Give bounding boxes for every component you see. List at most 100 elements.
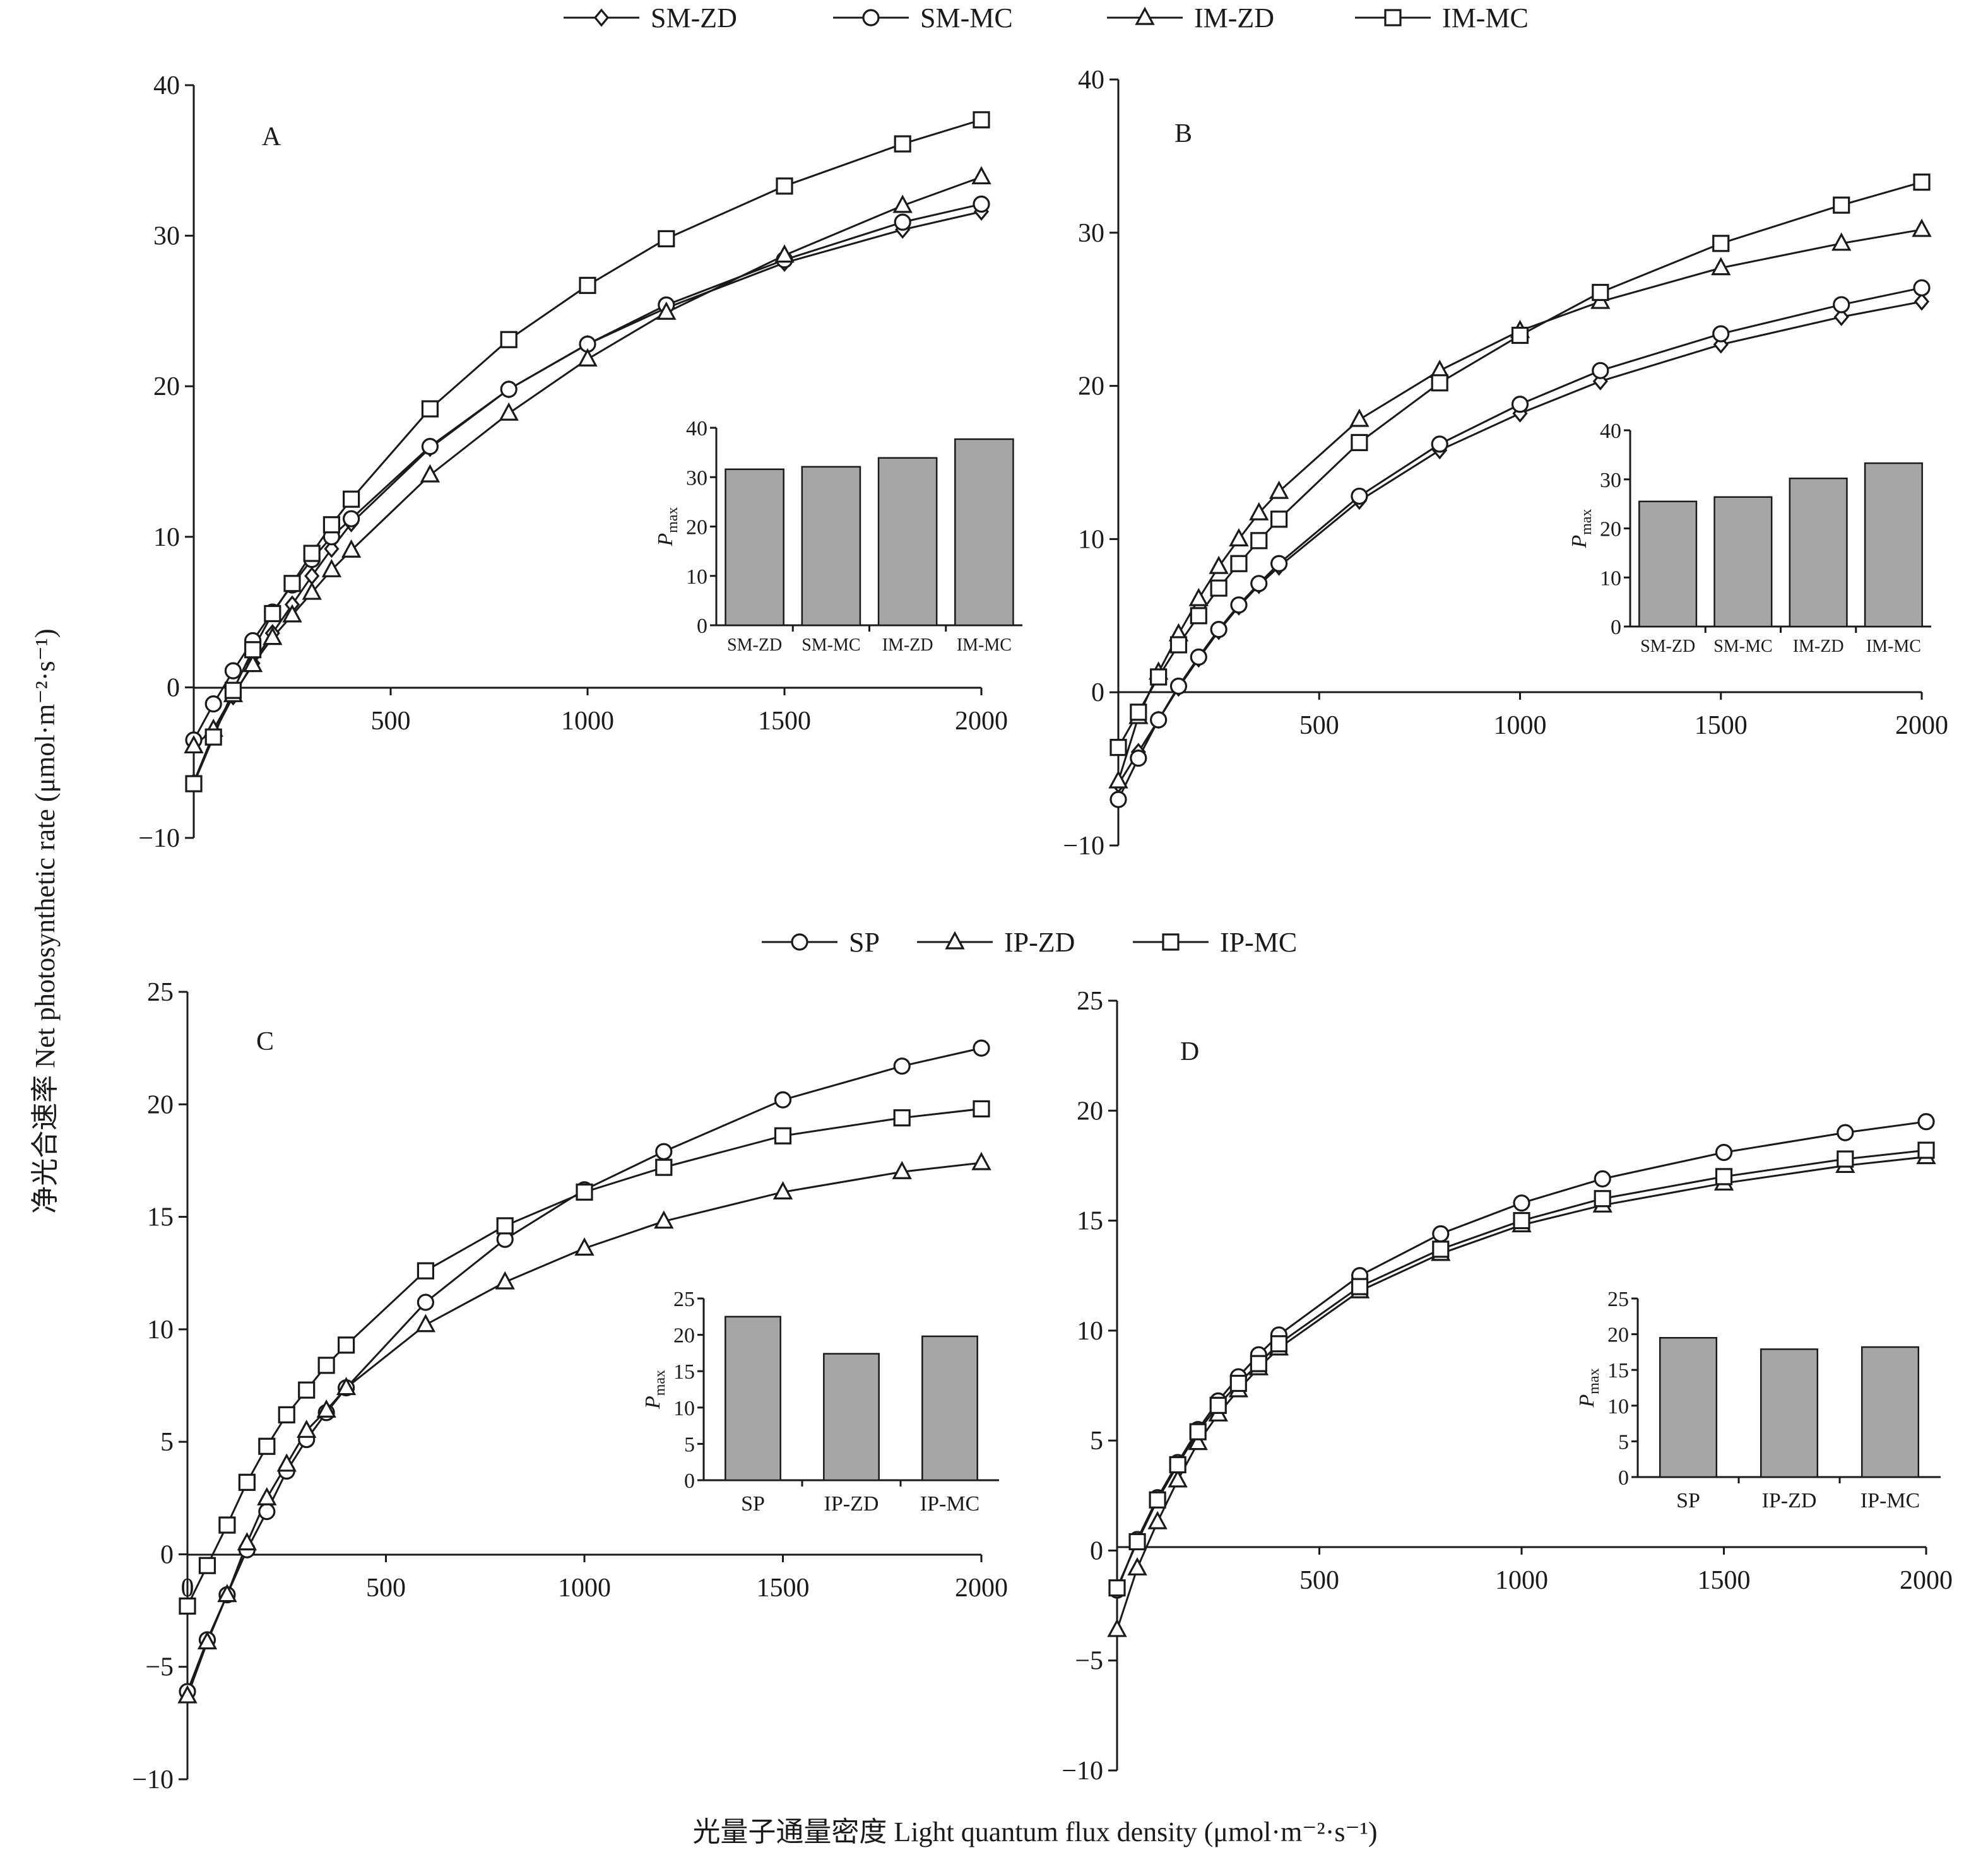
data-point-sp — [1837, 1124, 1854, 1141]
data-point-ip-mc — [317, 1357, 335, 1374]
y-tick-label: 30 — [153, 222, 180, 251]
data-point-im-zd — [656, 301, 677, 320]
data-point-ip-zd — [574, 1237, 595, 1256]
legend-marker — [791, 933, 808, 951]
inset-y-tick-label: 25 — [1607, 1288, 1629, 1311]
y-tick-label: 0 — [167, 673, 180, 702]
data-point-im-mc — [1712, 235, 1730, 252]
inset-y-tick-label: 15 — [673, 1360, 695, 1384]
y-tick-label: 15 — [1077, 1207, 1103, 1236]
data-point-ip-mc — [1108, 1579, 1126, 1597]
inset-y-tick-label: 0 — [1611, 616, 1621, 639]
inset-bar-sm-zd — [1638, 500, 1698, 628]
data-point-ip-mc — [1917, 1141, 1935, 1159]
series-line-im-zd — [193, 176, 982, 747]
panel-a: −10 0 10 20 30 40 500 1000 1500 2000 A 0 10 20 30 40 SM-… — [138, 71, 1022, 853]
data-point-ip-mc — [1513, 1211, 1530, 1230]
inset-category-label: IM-ZD — [1793, 637, 1844, 656]
inset-bar-im-zd — [877, 457, 938, 627]
x-tick-label: 500 — [366, 1574, 406, 1603]
inset-category-label: IM-MC — [957, 635, 1012, 655]
data-point-ip-mc — [238, 1473, 256, 1491]
data-point-sm-mc — [1250, 575, 1268, 592]
pmax-inset-chart: 0 5 10 15 20 25 SP IP-ZD IP-MC Pmax — [1575, 1288, 1941, 1512]
y-tick-label: −10 — [1063, 832, 1104, 861]
legend-marker — [593, 8, 610, 27]
inset-bar-ip-zd — [823, 1353, 880, 1481]
data-point-im-zd — [302, 581, 322, 600]
pmax-inset-chart: 0 10 20 30 40 SM-ZD SM-MC IM-ZD IM-MC Pmax — [1568, 420, 1931, 656]
panel-d: −10 −5 0 5 10 15 20 25 500 1000 1500 2000 D 0 5 10 15 20 2… — [1062, 987, 1953, 1786]
inset-y-tick-label: 10 — [1600, 567, 1621, 590]
data-point-sm-mc — [1109, 791, 1127, 808]
y-tick-label: 30 — [1078, 219, 1104, 248]
y-tick-label: 10 — [147, 1316, 174, 1345]
data-point-im-mc — [1109, 739, 1127, 757]
data-point-sm-mc — [973, 195, 990, 213]
data-point-ip-mc — [417, 1262, 435, 1280]
data-point-sm-zd — [324, 539, 340, 558]
legend-label: IM-MC — [1442, 3, 1529, 33]
panel-label: D — [1180, 1037, 1199, 1066]
inset-y-label-p: P — [654, 533, 677, 547]
inset-y-tick-label: 5 — [684, 1433, 695, 1456]
y-tick-label: 5 — [1090, 1427, 1103, 1456]
inset-y-tick-label: 20 — [673, 1324, 695, 1348]
series-line-im-mc — [192, 119, 982, 784]
data-point-sm-mc — [1190, 648, 1207, 666]
legend-marker — [1135, 6, 1155, 25]
panel-label: A — [262, 122, 281, 151]
data-point-ip-mc — [337, 1336, 355, 1354]
inset-bar-sp — [725, 1316, 781, 1481]
inset-y-tick-label: 10 — [686, 565, 707, 589]
data-point-im-mc — [894, 135, 911, 153]
series-line-ip-zd — [186, 1162, 982, 1697]
data-point-im-mc — [1913, 174, 1931, 191]
data-point-ip-mc — [1837, 1150, 1854, 1168]
data-point-ip-zd — [336, 1377, 357, 1396]
series-line-sm-mc — [1117, 286, 1922, 800]
data-point-im-zd — [577, 348, 598, 367]
inset-bar-ip-mc — [921, 1335, 978, 1481]
y-tick-label: 20 — [1078, 372, 1104, 401]
inset-y-label-sub: max — [1586, 1368, 1602, 1394]
data-point-sm-mc — [1150, 711, 1168, 729]
inset-y-tick-label: 20 — [1600, 518, 1621, 541]
inset-y-tick-label: 40 — [1600, 420, 1621, 443]
x-tick-label: 1500 — [758, 707, 811, 736]
data-point-ip-zd — [654, 1210, 674, 1229]
data-point-sm-mc — [1270, 555, 1288, 572]
legend-top: SM-ZD SM-MC IM-ZD IM-MC — [564, 3, 1529, 33]
data-point-ip-zd — [971, 1151, 991, 1170]
data-point-im-zd — [420, 464, 441, 483]
x-tick-label: 1500 — [757, 1574, 810, 1603]
y-tick-label: −5 — [145, 1653, 174, 1682]
data-point-im-zd — [1108, 770, 1128, 789]
series-line-im-zd — [1117, 228, 1922, 782]
x-tick-label: 500 — [1299, 1566, 1339, 1595]
data-point-sm-mc — [1431, 435, 1448, 453]
data-point-ip-mc — [576, 1183, 593, 1201]
inset-y-tick-label: 0 — [1618, 1466, 1629, 1490]
series-line-sp — [1116, 1121, 1927, 1591]
panel-label: C — [256, 1027, 274, 1056]
data-point-im-zd — [1711, 257, 1731, 276]
data-point-ip-zd — [177, 1685, 198, 1704]
data-point-ip-zd — [495, 1271, 515, 1290]
data-point-ip-zd — [1107, 1618, 1127, 1637]
data-point-im-mc — [1230, 555, 1248, 572]
y-tick-label: 5 — [160, 1428, 174, 1457]
inset-bar-sm-mc — [1713, 496, 1773, 628]
legend-label: SM-ZD — [651, 3, 737, 33]
inset-y-tick-label: 0 — [684, 1469, 695, 1493]
inset-y-tick-label: 15 — [1607, 1359, 1629, 1382]
inset-bar-ip-mc — [1861, 1346, 1920, 1478]
data-point-ip-zd — [1188, 1432, 1208, 1451]
data-point-im-zd — [1209, 555, 1229, 574]
inset-bar-im-mc — [1864, 462, 1923, 628]
data-point-ip-mc — [1189, 1423, 1207, 1440]
inset-y-label-p: P — [1575, 1394, 1599, 1408]
data-point-ip-zd — [297, 1419, 317, 1438]
inset-category-label: SM-MC — [802, 635, 860, 655]
data-point-im-zd — [1229, 528, 1249, 547]
